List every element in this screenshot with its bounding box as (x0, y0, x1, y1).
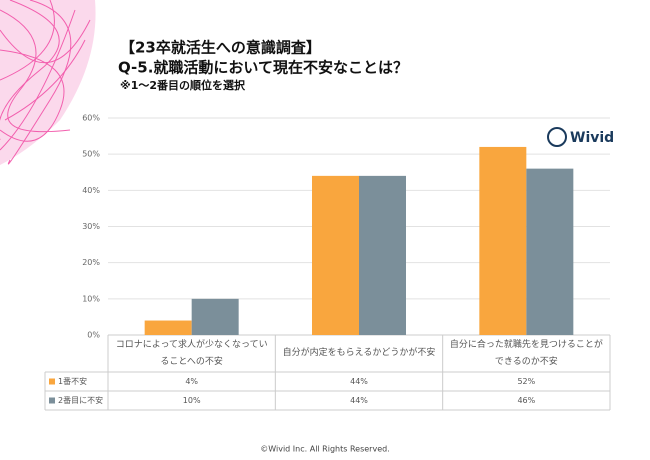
legend-swatch (49, 378, 55, 385)
bar (144, 320, 192, 335)
y-tick-label: 40% (82, 186, 100, 195)
title: 【23卒就活生への意識調査】 (120, 39, 321, 57)
note: ※1〜2番目の順位を選択 (120, 78, 246, 92)
value-label: 44% (350, 377, 368, 386)
category-label: 自分が内定をもらえるかどうかが不安 (282, 348, 436, 358)
value-label: 46% (517, 396, 535, 405)
bar (359, 175, 406, 335)
y-tick-label: 60% (82, 114, 100, 123)
value-label: 10% (183, 396, 201, 405)
logo: Wivid (570, 130, 614, 146)
value-label: 52% (517, 377, 535, 386)
y-tick-label: 50% (82, 150, 100, 159)
y-tick-label: 10% (82, 294, 100, 303)
legend-label: 2番目に不安 (58, 395, 103, 405)
y-tick-label: 30% (82, 222, 100, 231)
category-label: 自分に合った就職先を見つけることができるのか不安 (449, 339, 603, 367)
legend-label: 1番不安 (58, 376, 87, 386)
value-label: 44% (350, 396, 368, 405)
y-tick-label: 0% (87, 331, 100, 340)
question: Q-5.就職活動において現在不安なことは？ (118, 59, 408, 77)
footer: ©Wivid Inc. All Rights Reserved. (260, 445, 389, 454)
legend-swatch (49, 397, 55, 404)
bar (312, 175, 359, 335)
category-label: コロナによって求人が少なくなっていることへの不安 (115, 339, 268, 367)
bar (191, 298, 239, 335)
logo-mark (547, 127, 567, 147)
bar (526, 168, 574, 335)
decoration (0, 0, 96, 165)
bar (479, 146, 527, 335)
value-label: 4% (185, 377, 198, 386)
y-tick-label: 20% (82, 258, 100, 267)
